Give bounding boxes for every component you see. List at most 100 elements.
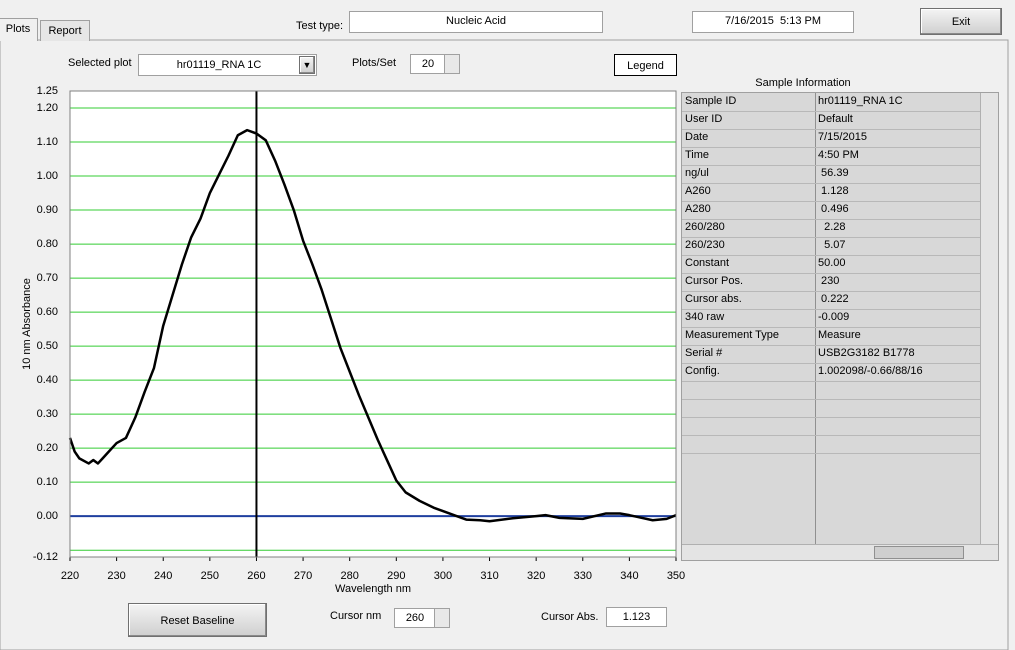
row-label: Serial # bbox=[685, 347, 723, 359]
row-value: 0.222 bbox=[818, 293, 849, 305]
table-row: A280 0.496 bbox=[682, 201, 980, 220]
legend-button[interactable]: Legend bbox=[614, 54, 677, 76]
y-tick-label: 1.25 bbox=[37, 85, 58, 97]
y-tick-label: -0.12 bbox=[33, 551, 58, 563]
table-row bbox=[682, 435, 980, 454]
x-tick-label: 290 bbox=[387, 570, 405, 582]
tab-plots[interactable]: Plots bbox=[0, 18, 38, 41]
plot-border bbox=[69, 90, 677, 558]
x-tick-label: 260 bbox=[247, 570, 265, 582]
row-label: Cursor Pos. bbox=[685, 275, 744, 287]
table-row: Cursor Pos. 230 bbox=[682, 273, 980, 292]
row-label: Cursor abs. bbox=[685, 293, 742, 305]
plot-area bbox=[70, 91, 676, 557]
y-tick-label: 0.30 bbox=[37, 408, 58, 420]
horizontal-scrollbar[interactable] bbox=[682, 544, 998, 560]
selected-plot-dropdown[interactable]: hr01119_RNA 1C ▼ bbox=[138, 54, 317, 76]
row-value: USB2G3182 B1778 bbox=[818, 347, 915, 359]
row-label: 260/230 bbox=[685, 239, 725, 251]
table-title: Sample Information bbox=[755, 77, 851, 89]
exit-button[interactable]: Exit bbox=[920, 8, 1002, 35]
table-row: ng/ul 56.39 bbox=[682, 165, 980, 184]
column-divider bbox=[815, 93, 816, 544]
selected-plot-label: Selected plot bbox=[68, 57, 132, 69]
y-tick-label: 0.70 bbox=[37, 272, 58, 284]
spinner-buttons[interactable] bbox=[444, 55, 459, 73]
row-label: Date bbox=[685, 131, 709, 143]
x-tick-label: 240 bbox=[154, 570, 172, 582]
table-row bbox=[682, 417, 980, 436]
sample-table: Sample ID hr01119_RNA 1C User ID Default Dat… bbox=[681, 92, 999, 561]
test-type-label: Test type: bbox=[296, 20, 344, 32]
x-tick-label: 350 bbox=[667, 570, 685, 582]
absorbance-curve bbox=[68, 128, 677, 523]
table-row: 260/280 2.28 bbox=[682, 219, 980, 238]
x-tick-label: 220 bbox=[61, 570, 79, 582]
y-tick-label: 0.00 bbox=[37, 510, 58, 522]
row-value: 5.07 bbox=[818, 239, 846, 251]
table-row: Measurement Type Measure bbox=[682, 327, 980, 346]
cursor-nm-value: 260 bbox=[405, 612, 425, 624]
row-label: Measurement Type bbox=[685, 329, 779, 341]
x-tick-label: 230 bbox=[107, 570, 125, 582]
scroll-thumb[interactable] bbox=[874, 546, 964, 559]
vertical-scrollbar[interactable] bbox=[980, 93, 998, 544]
y-tick-label: 0.90 bbox=[37, 204, 58, 216]
table-row: 340 raw -0.009 bbox=[682, 309, 980, 328]
x-tick-label: 320 bbox=[527, 570, 545, 582]
row-value: Default bbox=[818, 113, 853, 125]
spinner-buttons[interactable] bbox=[434, 609, 449, 627]
reset-baseline-button[interactable]: Reset Baseline bbox=[128, 603, 267, 637]
row-label: User ID bbox=[685, 113, 723, 125]
row-value: 0.496 bbox=[818, 203, 849, 215]
y-tick-label: 0.60 bbox=[37, 306, 58, 318]
cursor-abs-label: Cursor Abs. bbox=[541, 611, 599, 623]
y-tick-label: 1.10 bbox=[37, 136, 58, 148]
y-tick-label: 0.40 bbox=[37, 374, 58, 386]
plots-per-set-spinner[interactable]: 20 bbox=[410, 54, 460, 74]
row-value: 230 bbox=[818, 275, 840, 287]
row-value: 1.002098/-0.66/88/16 bbox=[818, 365, 923, 377]
x-tick-label: 250 bbox=[201, 570, 219, 582]
row-label: Constant bbox=[685, 257, 730, 269]
y-tick-label: 0.20 bbox=[37, 442, 58, 454]
row-value: 4:50 PM bbox=[818, 149, 859, 161]
datetime-field: 7/16/2015 5:13 PM bbox=[692, 11, 854, 33]
y-tick-label: 0.10 bbox=[37, 476, 58, 488]
row-value: Measure bbox=[818, 329, 861, 341]
table-row: Config. 1.002098/-0.66/88/16 bbox=[682, 363, 980, 382]
x-tick-label: 270 bbox=[294, 570, 312, 582]
row-label: 340 raw bbox=[685, 311, 725, 323]
table-row: Date 7/15/2015 bbox=[682, 129, 980, 148]
x-tick-label: 310 bbox=[480, 570, 498, 582]
row-label: Config. bbox=[685, 365, 720, 377]
x-tick-label: 340 bbox=[620, 570, 638, 582]
cursor-nm-spinner[interactable]: 260 bbox=[394, 608, 450, 628]
table-row: Cursor abs. 0.222 bbox=[682, 291, 980, 310]
y-tick-label: 0.50 bbox=[37, 340, 58, 352]
plots-per-set-label: Plots/Set bbox=[352, 57, 397, 69]
test-type-field: Nucleic Acid bbox=[349, 11, 603, 33]
cursor-abs-field: 1.123 bbox=[606, 607, 667, 627]
x-tick-label: 300 bbox=[434, 570, 452, 582]
row-label: ng/ul bbox=[685, 167, 709, 179]
y-axis-label: 10 nm Absorbance bbox=[21, 278, 33, 370]
table-row: Time 4:50 PM bbox=[682, 147, 980, 166]
cursor-nm-label: Cursor nm bbox=[330, 610, 382, 622]
y-tick-label: 1.20 bbox=[37, 102, 58, 114]
selected-plot-value: hr01119_RNA 1C bbox=[176, 59, 262, 71]
table-row: Sample ID hr01119_RNA 1C bbox=[682, 93, 980, 112]
table-row: Constant 50.00 bbox=[682, 255, 980, 274]
dropdown-arrow[interactable]: ▼ bbox=[299, 56, 315, 74]
table-row: Serial # USB2G3182 B1778 bbox=[682, 345, 980, 364]
table-row bbox=[682, 381, 980, 400]
x-axis-label: Wavelength nm bbox=[335, 583, 411, 595]
table-row: User ID Default bbox=[682, 111, 980, 130]
row-value: 56.39 bbox=[818, 167, 849, 179]
y-tick-label: 0.80 bbox=[37, 238, 58, 250]
x-tick-label: 280 bbox=[341, 570, 359, 582]
row-label: Time bbox=[685, 149, 710, 161]
row-label: A260 bbox=[685, 185, 711, 197]
tab-report[interactable]: Report bbox=[40, 20, 90, 41]
